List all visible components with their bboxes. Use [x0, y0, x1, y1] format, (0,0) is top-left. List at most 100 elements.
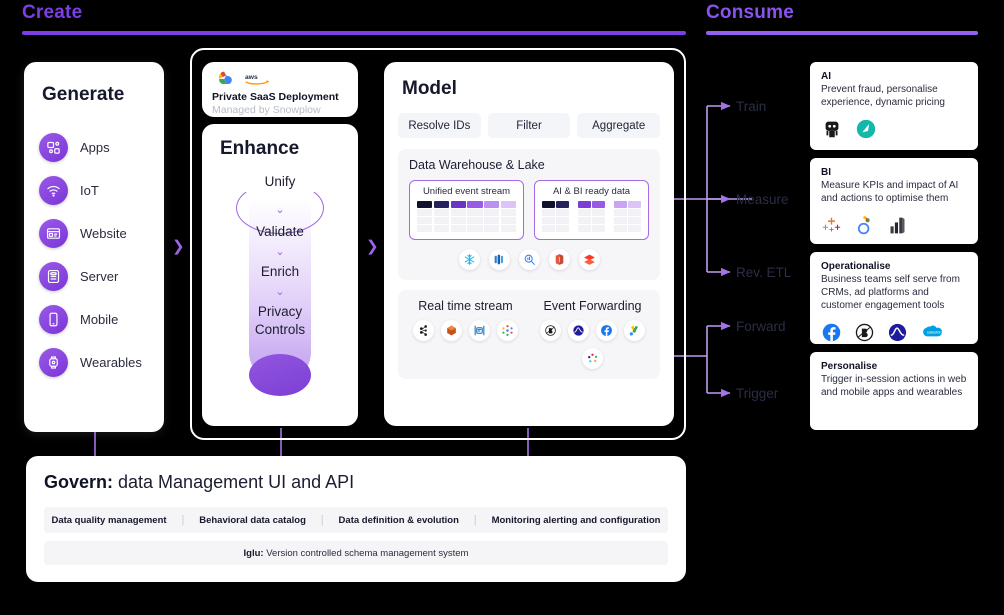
databricks-icon — [578, 248, 600, 270]
card-description: Prevent fraud, personalise experience, d… — [821, 84, 945, 108]
event-forwarding-title: Event Forwarding — [543, 298, 642, 313]
tab-resolve-ids[interactable]: Resolve IDs — [398, 113, 481, 138]
streams-columns: Real time stream — [409, 299, 649, 369]
chevron-down-icon-2: ⌄ — [275, 246, 285, 258]
list-item-server[interactable]: Server — [24, 255, 164, 298]
connector-label-forward: Forward — [736, 319, 786, 334]
funnel-step-validate: Validate — [256, 224, 304, 239]
facebook-icon — [596, 319, 617, 341]
tab-aggregate[interactable]: Aggregate — [577, 113, 661, 138]
list-item-label: IoT — [80, 183, 99, 198]
google-ads-icon — [624, 319, 645, 341]
section-rule-consume — [706, 31, 978, 35]
list-item-label: Apps — [80, 140, 110, 155]
section-header-consume: Consume — [706, 2, 978, 35]
chevron-down-icon-3: ⌄ — [275, 286, 285, 298]
unify-validate-loop-arc — [236, 182, 324, 234]
card-logo-row: salesforce — [821, 320, 967, 344]
power-bi-icon — [890, 217, 905, 233]
section-rule-create — [22, 31, 686, 35]
list-item-website[interactable]: Website — [24, 212, 164, 255]
model-tab-group: Resolve IDs Filter Aggregate — [384, 100, 674, 138]
azure-event-hubs-icon — [469, 319, 490, 341]
aws-kinesis-icon — [441, 319, 462, 341]
section-header-create: Create — [22, 2, 686, 35]
event-stream-grid — [417, 201, 516, 232]
enhance-title: Enhance — [220, 138, 300, 159]
generate-source-list: Apps IoT — [24, 126, 164, 384]
dataiku-icon — [856, 119, 876, 139]
azure-synapse-icon — [488, 248, 510, 270]
divider: | — [320, 514, 324, 526]
card-description: Trigger in-session actions in web and mo… — [821, 374, 967, 398]
snowflake-icon — [458, 248, 480, 270]
funnel-step-enrich: Enrich — [260, 264, 300, 279]
card-title: Personalise — [821, 361, 878, 372]
govern-title: Govern: data Management UI and API — [44, 472, 668, 493]
box-caption: Unified event stream — [422, 186, 511, 197]
consume-card-personalise: Personalise Trigger in-session actions i… — [810, 352, 978, 430]
data-warehouse-panel: Data Warehouse & Lake Unified event stre… — [398, 149, 660, 280]
bigquery-icon — [518, 248, 540, 270]
amplitude-icon — [568, 319, 589, 341]
tab-filter[interactable]: Filter — [487, 113, 571, 138]
ai-bi-ready-data-box: AI & BI ready data — [534, 180, 649, 240]
govern-item-monitoring[interactable]: Monitoring alerting and configuration — [491, 514, 661, 526]
event-forwarding-column: Event Forwarding — [536, 299, 649, 369]
list-item-iot[interactable]: IoT — [24, 169, 164, 212]
wearables-watch-icon — [39, 348, 68, 377]
mobile-phone-icon — [39, 305, 68, 334]
govern-item-behavioral-catalog[interactable]: Behavioral data catalog — [199, 514, 306, 526]
huggingface-icon — [825, 121, 839, 138]
generate-panel: Generate Apps — [24, 62, 164, 432]
list-item-mobile[interactable]: Mobile — [24, 298, 164, 341]
model-panel: Model Resolve IDs Filter Aggregate Data … — [384, 62, 674, 426]
generate-title: Generate — [42, 84, 125, 105]
connector-label-measure: Measure — [736, 192, 789, 207]
card-title: AI — [821, 71, 831, 82]
saas-subtitle: Managed by Snowplow — [212, 104, 321, 116]
braze-icon — [540, 319, 561, 341]
connector-label-train: Train — [736, 99, 767, 114]
consume-card-bi: BI Measure KPIs and impact of AI and act… — [810, 158, 978, 244]
funnel-step-privacy-line1: Privacy — [257, 304, 303, 319]
server-database-icon — [39, 262, 68, 291]
warehouse-logo-strip — [409, 248, 649, 270]
funnel-step-unify: Unify — [264, 174, 296, 189]
connector-label-trigger: Trigger — [736, 386, 779, 401]
card-title: Operationalise — [821, 261, 891, 272]
redshift-icon — [548, 248, 570, 270]
saas-title: Private SaaS Deployment — [212, 91, 339, 103]
card-title: BI — [821, 167, 831, 178]
list-item-wearables[interactable]: Wearables — [24, 341, 164, 384]
ai-bi-grid — [542, 201, 641, 232]
connector-label-rev-etl: Rev. ETL — [736, 265, 792, 280]
saas-logo-row: aws — [212, 70, 348, 87]
consume-card-ai: AI Prevent fraud, personalise experience… — [810, 62, 978, 150]
google-pubsub-icon — [497, 319, 518, 341]
chevron-right-icon-enhance-model: ❯ — [366, 238, 379, 255]
divider: | — [181, 514, 185, 526]
kafka-icon — [413, 319, 434, 341]
chevron-down-icon-1: ⌄ — [275, 204, 285, 216]
govern-item-data-definition[interactable]: Data definition & evolution — [338, 514, 459, 526]
google-cloud-icon — [218, 71, 232, 84]
list-item-label: Server — [80, 269, 119, 284]
card-description: Business teams self serve from CRMs, ad … — [821, 274, 960, 311]
pipeline-container — [190, 48, 686, 440]
model-title: Model — [402, 78, 457, 99]
data-warehouse-boxes: Unified event stream AI & BI ready data — [409, 180, 649, 240]
tableau-icon — [822, 217, 841, 232]
box-caption: AI & BI ready data — [552, 186, 631, 197]
svg-text:salesforce: salesforce — [927, 329, 945, 334]
govern-title-rest: data Management UI and API — [113, 472, 355, 492]
realtime-logo-chips — [409, 319, 522, 341]
list-item-label: Wearables — [80, 355, 142, 370]
website-browser-icon — [39, 219, 68, 248]
realtime-stream-title: Real time stream — [418, 298, 513, 313]
apps-icon — [39, 133, 68, 162]
govern-item-data-quality[interactable]: Data quality management — [51, 514, 167, 526]
list-item-apps[interactable]: Apps — [24, 126, 164, 169]
forwarding-logo-chips — [536, 319, 649, 369]
